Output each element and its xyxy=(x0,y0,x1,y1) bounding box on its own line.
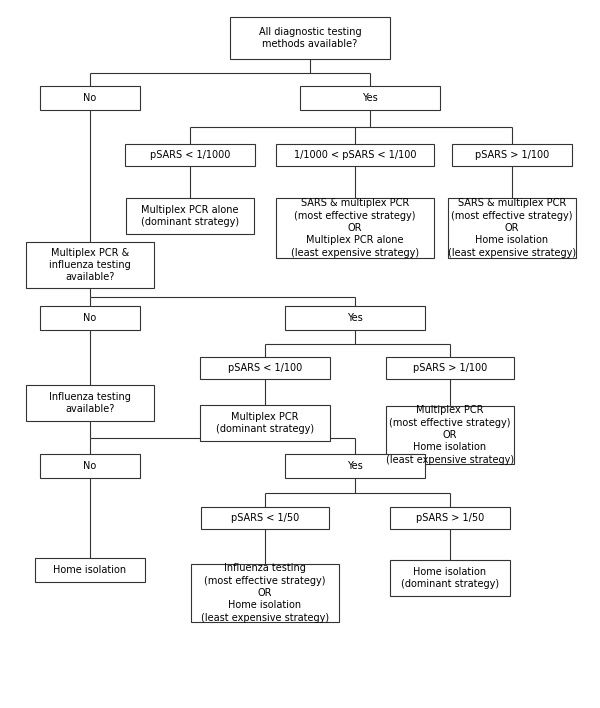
FancyBboxPatch shape xyxy=(285,306,425,330)
Text: pSARS > 1/100: pSARS > 1/100 xyxy=(413,363,487,373)
FancyBboxPatch shape xyxy=(386,357,514,379)
Text: Multiplex PCR &
influenza testing
available?: Multiplex PCR & influenza testing availa… xyxy=(49,248,131,282)
FancyBboxPatch shape xyxy=(26,385,154,421)
FancyBboxPatch shape xyxy=(26,242,154,288)
Text: pSARS > 1/50: pSARS > 1/50 xyxy=(416,513,484,523)
Text: Yes: Yes xyxy=(347,461,363,471)
FancyBboxPatch shape xyxy=(300,86,440,110)
FancyBboxPatch shape xyxy=(200,357,330,379)
Text: Home isolation
(dominant strategy): Home isolation (dominant strategy) xyxy=(401,567,499,589)
Text: pSARS < 1/1000: pSARS < 1/1000 xyxy=(150,150,230,160)
Text: All diagnostic testing
methods available?: All diagnostic testing methods available… xyxy=(259,27,361,49)
Text: pSARS > 1/100: pSARS > 1/100 xyxy=(475,150,549,160)
FancyBboxPatch shape xyxy=(40,306,140,330)
FancyBboxPatch shape xyxy=(201,507,329,529)
FancyBboxPatch shape xyxy=(200,405,330,441)
Text: SARS & multiplex PCR
(most effective strategy)
OR
Home isolation
(least expensiv: SARS & multiplex PCR (most effective str… xyxy=(448,198,576,258)
FancyBboxPatch shape xyxy=(230,17,390,59)
Text: Home isolation: Home isolation xyxy=(53,565,127,575)
Text: Influenza testing
available?: Influenza testing available? xyxy=(49,392,131,414)
FancyBboxPatch shape xyxy=(125,144,255,166)
FancyBboxPatch shape xyxy=(276,198,434,258)
Text: Yes: Yes xyxy=(362,93,378,103)
FancyBboxPatch shape xyxy=(40,454,140,478)
FancyBboxPatch shape xyxy=(126,198,254,234)
Text: No: No xyxy=(83,93,97,103)
Text: SARS & multiplex PCR
(most effective strategy)
OR
Multiplex PCR alone
(least exp: SARS & multiplex PCR (most effective str… xyxy=(291,198,419,258)
Text: Multiplex PCR
(dominant strategy): Multiplex PCR (dominant strategy) xyxy=(216,412,314,434)
Text: Multiplex PCR
(most effective strategy)
OR
Home isolation
(least expensive strat: Multiplex PCR (most effective strategy) … xyxy=(386,405,514,464)
Text: 1/1000 < pSARS < 1/100: 1/1000 < pSARS < 1/100 xyxy=(294,150,416,160)
FancyBboxPatch shape xyxy=(285,454,425,478)
FancyBboxPatch shape xyxy=(448,198,576,258)
FancyBboxPatch shape xyxy=(40,86,140,110)
Text: Multiplex PCR alone
(dominant strategy): Multiplex PCR alone (dominant strategy) xyxy=(141,205,239,227)
Text: pSARS < 1/100: pSARS < 1/100 xyxy=(228,363,302,373)
FancyBboxPatch shape xyxy=(35,558,145,582)
Text: No: No xyxy=(83,461,97,471)
FancyBboxPatch shape xyxy=(452,144,572,166)
FancyBboxPatch shape xyxy=(191,564,339,622)
FancyBboxPatch shape xyxy=(390,560,510,596)
Text: Influenza testing
(most effective strategy)
OR
Home isolation
(least expensive s: Influenza testing (most effective strate… xyxy=(201,563,329,623)
Text: pSARS < 1/50: pSARS < 1/50 xyxy=(231,513,299,523)
FancyBboxPatch shape xyxy=(386,406,514,464)
Text: Yes: Yes xyxy=(347,313,363,323)
FancyBboxPatch shape xyxy=(390,507,510,529)
Text: No: No xyxy=(83,313,97,323)
FancyBboxPatch shape xyxy=(276,144,434,166)
